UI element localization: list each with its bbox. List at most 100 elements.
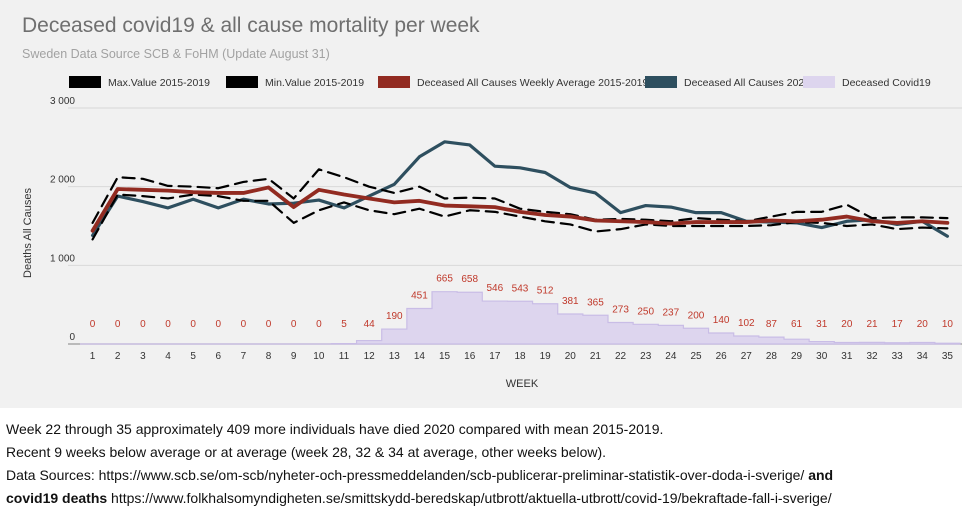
x-axis-label: WEEK <box>506 378 539 390</box>
x-tick-label: 20 <box>565 351 577 362</box>
x-tick-label: 33 <box>892 351 904 362</box>
covid-data-label: 0 <box>140 319 146 330</box>
x-tick-label: 16 <box>464 351 476 362</box>
legend-swatch <box>226 76 258 88</box>
x-tick-label: 9 <box>291 351 297 362</box>
covid-data-label: 102 <box>738 318 755 329</box>
covid-data-label: 0 <box>266 319 272 330</box>
covid-data-label: 200 <box>688 310 705 321</box>
legend-swatch <box>645 76 677 88</box>
x-tick-label: 4 <box>165 351 171 362</box>
y-tick-label: 0 <box>69 332 75 343</box>
legend-label: Max.Value 2015-2019 <box>108 77 210 89</box>
legend-label: Deceased Covid19 <box>842 77 931 89</box>
series-line-deceased-all-causes-2020 <box>90 140 950 238</box>
fohm-source-link[interactable]: https://www.folkhalsomyndigheten.se/smit… <box>107 490 832 506</box>
covid-data-label: 87 <box>766 319 778 330</box>
covid-data-label: 451 <box>411 291 428 302</box>
caption-line-3: Data Sources: https://www.scb.se/om-scb/… <box>6 464 956 487</box>
x-tick-label: 22 <box>615 351 627 362</box>
covid-data-label: 512 <box>537 286 554 297</box>
x-tick-label: 29 <box>791 351 803 362</box>
x-tick-label: 15 <box>439 351 451 362</box>
legend-label: Min.Value 2015-2019 <box>265 77 364 89</box>
x-tick-label: 12 <box>364 351 376 362</box>
x-tick-label: 25 <box>690 351 702 362</box>
covid-data-label: 381 <box>562 296 579 307</box>
x-tick-label: 21 <box>590 351 602 362</box>
covid-data-label: 31 <box>816 319 828 330</box>
x-axis-ticks: 1 2 3 4 5 6 7 8 9 10 11 12 13 14 15 16 17 18 19 20 21 22 23 24 2… <box>90 351 954 362</box>
series-line-deceased-all-causes-weekly-average-2015-2019 <box>90 185 950 233</box>
covid-data-label: 365 <box>587 297 604 308</box>
series-line-min-value-2015-2019 <box>91 193 949 241</box>
covid-data-label: 61 <box>791 319 803 330</box>
covid-data-label: 0 <box>165 319 171 330</box>
x-tick-label: 27 <box>741 351 753 362</box>
y-axis-label: Deaths All Causes <box>22 188 34 278</box>
x-tick-label: 35 <box>942 351 954 362</box>
legend-swatch <box>803 76 835 88</box>
x-tick-label: 5 <box>190 351 196 362</box>
x-tick-label: 32 <box>866 351 878 362</box>
x-tick-label: 23 <box>640 351 652 362</box>
covid-data-label: 21 <box>866 319 878 330</box>
covid-data-label: 0 <box>115 319 121 330</box>
covid-data-label: 5 <box>341 319 347 330</box>
legend: Max.Value 2015-2019 Min.Value 2015-2019 De… <box>69 76 931 89</box>
covid-data-label: 543 <box>512 283 529 294</box>
line-series-layer <box>90 140 950 241</box>
scb-source-link[interactable]: https://www.scb.se/om-scb/nyheter-och-pr… <box>98 467 805 483</box>
covid-data-label: 0 <box>90 319 96 330</box>
covid-data-label: 250 <box>637 306 654 317</box>
chart-svg: Max.Value 2015-2019 Min.Value 2015-2019 De… <box>22 76 962 390</box>
caption-line-2: Recent 9 weeks below average or at avera… <box>6 444 607 460</box>
legend-label: Deceased All Causes Weekly Average 2015-… <box>417 77 649 89</box>
caption-and: and <box>804 467 834 483</box>
x-tick-label: 30 <box>816 351 828 362</box>
covid-deaths-area <box>80 291 961 345</box>
covid-data-label: 10 <box>942 319 954 330</box>
covid-data-label: 546 <box>487 283 504 294</box>
caption-sources-prefix: Data Sources: <box>6 467 99 483</box>
covid-data-label: 0 <box>216 319 222 330</box>
covid-data-label: 190 <box>386 311 403 322</box>
y-tick-label: 3 000 <box>50 96 75 107</box>
covid-area-layer <box>80 291 961 345</box>
chart-title: Deceased covid19 & all cause mortality p… <box>22 14 480 37</box>
covid-data-label: 273 <box>612 305 629 316</box>
x-tick-label: 14 <box>414 351 426 362</box>
legend-label: Deceased All Causes 2020 <box>684 77 810 89</box>
caption-line-4: covid19 deaths https://www.folkhalsomynd… <box>6 487 956 510</box>
y-tick-label: 2 000 <box>50 175 75 186</box>
series-line-max-value-2015-2019 <box>91 168 949 224</box>
chart-subtitle: Sweden Data Source SCB & FoHM (Update Au… <box>22 47 330 61</box>
legend-swatch <box>69 76 101 88</box>
y-tick-label: 1 000 <box>50 253 75 264</box>
x-tick-label: 2 <box>115 351 121 362</box>
covid-data-label: 0 <box>241 319 247 330</box>
covid-data-label: 17 <box>892 319 904 330</box>
covid-data-label: 44 <box>364 319 376 330</box>
x-tick-label: 11 <box>339 351 350 362</box>
x-tick-label: 7 <box>241 351 247 362</box>
covid-data-label: 20 <box>841 319 853 330</box>
covid-data-label: 665 <box>436 274 453 285</box>
x-tick-label: 17 <box>489 351 501 362</box>
x-tick-label: 34 <box>917 351 929 362</box>
caption: Week 22 through 35 approximately 409 mor… <box>6 418 956 510</box>
legend-swatch <box>378 76 410 88</box>
x-tick-label: 8 <box>266 351 272 362</box>
covid-data-label: 0 <box>190 319 196 330</box>
covid-data-label: 658 <box>461 274 478 285</box>
x-tick-label: 24 <box>665 351 677 362</box>
covid-data-label: 0 <box>316 319 322 330</box>
x-tick-label: 18 <box>514 351 526 362</box>
x-tick-label: 1 <box>90 351 96 362</box>
caption-line-1: Week 22 through 35 approximately 409 mor… <box>6 421 664 437</box>
x-tick-label: 10 <box>313 351 325 362</box>
x-tick-label: 3 <box>140 351 146 362</box>
covid-data-label: 20 <box>917 319 929 330</box>
y-axis-ticks: 0 1 000 2 000 3 000 <box>50 96 75 343</box>
x-tick-label: 13 <box>389 351 401 362</box>
